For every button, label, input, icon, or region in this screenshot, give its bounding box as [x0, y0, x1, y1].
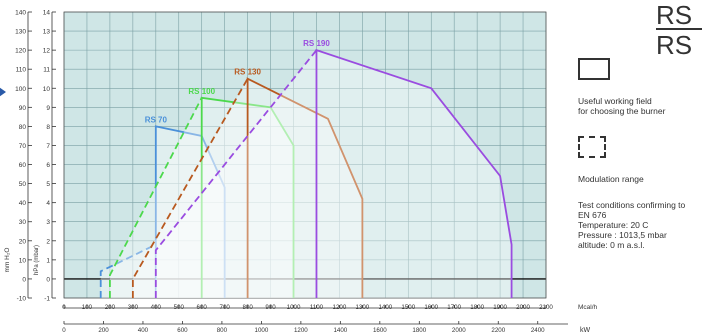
tick-label-hpa: 0 — [46, 276, 50, 283]
plot-frame — [63, 11, 547, 299]
tick-label-mcal: 1400 — [378, 304, 392, 311]
tick-label-mmh2o: 40 — [19, 200, 27, 207]
tick-label-mmh2o: 120 — [15, 48, 26, 55]
tick-label-mcal: 900 — [265, 304, 276, 311]
rs-190-label: RS 190 — [303, 39, 330, 48]
rs-190-working-line — [315, 48, 513, 298]
tick-label-mcal: 100 — [82, 304, 93, 311]
tick-label-hpa: 13 — [43, 29, 51, 36]
tick-label-mcal: 0 — [62, 304, 66, 311]
legend: Useful working field for choosing the bu… — [578, 58, 702, 250]
tick-label-hpa: 9 — [46, 105, 50, 112]
tick-label-hpa: -1 — [44, 296, 50, 303]
tick-label-kw: 1800 — [412, 327, 426, 334]
tick-label-mmh2o: -10 — [17, 296, 27, 303]
tick-label-kw: 1000 — [255, 327, 269, 334]
tick-label-kw: 2200 — [491, 327, 505, 334]
tick-label-mmh2o: 20 — [19, 238, 27, 245]
tick-label-kw: 2000 — [452, 327, 466, 334]
tick-label-hpa: 6 — [46, 162, 50, 169]
plot-background — [64, 12, 546, 298]
tick-label-mcal: 1900 — [493, 304, 507, 311]
tick-label-mcal: 1100 — [310, 304, 324, 311]
tick-label-kw: 1200 — [294, 327, 308, 334]
rs-100-modulation-line — [109, 97, 203, 298]
tick-label-kw: 800 — [217, 327, 228, 334]
working-field-swatch — [578, 58, 610, 80]
corner-title-2: RS — [656, 30, 693, 60]
tick-label-hpa: 8 — [46, 124, 50, 131]
tick-label-kw: 400 — [138, 327, 149, 334]
tick-label-mmh2o: 70 — [19, 143, 27, 150]
tick-label-mcal: 600 — [197, 304, 208, 311]
rs-70-modulation-line — [99, 243, 157, 298]
tick-label-mmh2o: 10 — [19, 257, 27, 264]
axis-label-hpa: hPa (mbar) — [34, 245, 40, 275]
rs-70-area — [100, 126, 225, 299]
tick-label-hpa: 4 — [46, 200, 50, 207]
tick-label-mcal: 300 — [128, 304, 139, 311]
rs-190-modulation-line — [154, 49, 318, 298]
tick-label-mcal: 1700 — [447, 304, 461, 311]
tick-label-mcal: 2100 — [539, 304, 553, 311]
tick-label-mmh2o: 60 — [19, 162, 27, 169]
tick-label-hpa: 11 — [43, 67, 50, 74]
rs-70-label: RS 70 — [145, 115, 168, 124]
tick-label-hpa: 2 — [46, 238, 50, 245]
tick-label-hpa: 5 — [46, 181, 50, 188]
tick-label-mmh2o: 30 — [19, 219, 27, 226]
corner-title-1: RS — [656, 0, 693, 30]
tick-label-mcal: 1600 — [424, 304, 438, 311]
tick-label-mcal: 400 — [151, 304, 162, 311]
rs-190-area — [155, 50, 512, 299]
tick-label-hpa: 3 — [46, 219, 50, 226]
rs-130-modulation-line — [131, 78, 249, 298]
rs-100-label: RS 100 — [188, 87, 215, 96]
tick-label-mmh2o: 110 — [16, 67, 27, 74]
tick-label-mcal: 800 — [242, 304, 253, 311]
tick-label-mmh2o: 0 — [22, 276, 26, 283]
legend-modulation: Modulation range — [578, 174, 644, 184]
tick-label-mmh2o: 80 — [19, 124, 27, 131]
tick-label-mmh2o: 130 — [15, 29, 26, 36]
tick-label-mcal: 1200 — [333, 304, 347, 311]
modulation-swatch — [578, 136, 606, 158]
axis-label-mmh2o: mm H₂O — [4, 248, 11, 273]
tick-label-kw: 1400 — [333, 327, 347, 334]
tick-label-hpa: 1 — [46, 257, 50, 264]
tick-label-hpa: 7 — [46, 143, 50, 150]
series-title-corner: RS RS — [656, 0, 702, 60]
tick-label-hpa: 10 — [43, 86, 51, 93]
tick-label-hpa: 12 — [43, 48, 51, 55]
tick-label-kw: 0 — [62, 327, 66, 334]
rs-130-working-line — [246, 77, 364, 298]
tick-label-mcal: 200 — [105, 304, 116, 311]
tick-label-mmh2o: 100 — [15, 86, 26, 93]
corner-divider — [656, 28, 702, 30]
tick-label-mcal: 500 — [174, 304, 185, 311]
tick-label-kw: 1600 — [373, 327, 387, 334]
nav-arrow-icon — [0, 82, 6, 102]
rs-130-label: RS 130 — [234, 68, 261, 77]
tick-label-kw: 2400 — [531, 327, 545, 334]
tick-label-hpa: 14 — [43, 10, 51, 17]
tick-label-mcal: 1500 — [401, 304, 415, 311]
tick-label-mcal: 1300 — [355, 304, 369, 311]
tick-label-kw: 600 — [177, 327, 188, 334]
tick-label-mcal: 700 — [220, 304, 231, 311]
tick-label-mmh2o: 50 — [19, 181, 27, 188]
tick-label-mcal: 2000 — [516, 304, 530, 311]
axis-label-mcal: Mcal/h — [578, 304, 598, 311]
legend-test-conditions: Test conditions confirming to EN 676 Tem… — [578, 200, 686, 250]
axis-label-kw: kW — [580, 327, 591, 334]
tick-label-mmh2o: 140 — [15, 10, 26, 17]
tick-label-mcal: 1000 — [287, 304, 301, 311]
tick-label-kw: 200 — [98, 327, 109, 334]
tick-label-mmh2o: 90 — [19, 105, 27, 112]
tick-label-mcal: 1800 — [470, 304, 484, 311]
legend-working-field: Useful working field for choosing the bu… — [578, 96, 666, 116]
